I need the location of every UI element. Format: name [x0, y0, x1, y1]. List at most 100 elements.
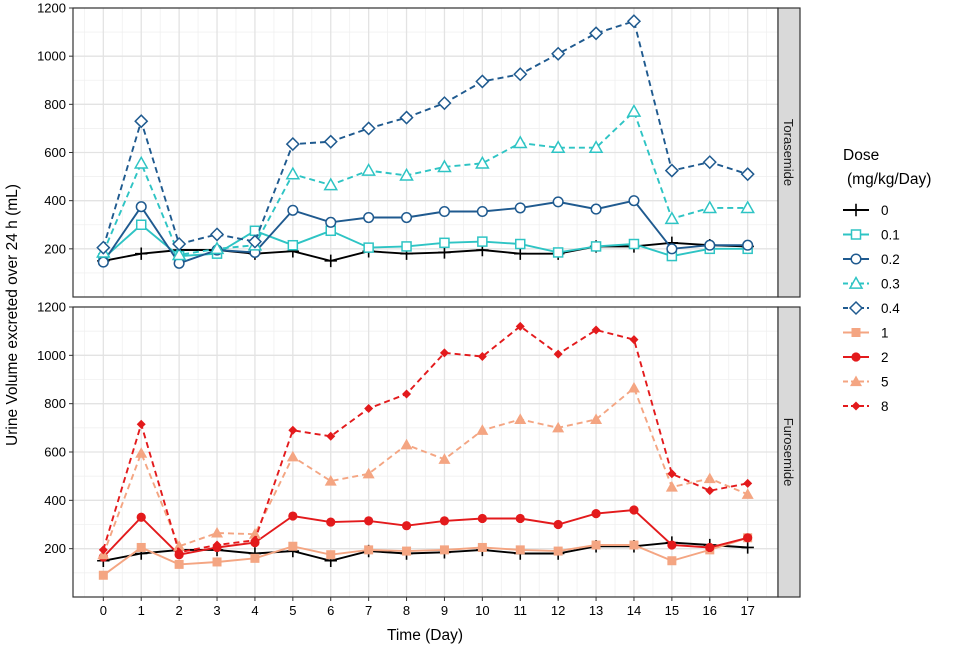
data-point	[98, 570, 108, 580]
x-tick-label: 12	[551, 603, 565, 618]
data-point	[740, 167, 755, 182]
data-point	[702, 155, 717, 170]
data-point	[629, 540, 639, 550]
legend-entry-0.2: 0.2	[843, 252, 900, 267]
data-point	[590, 413, 603, 424]
data-point	[136, 542, 146, 552]
data-point	[704, 239, 716, 251]
data-point	[323, 177, 339, 191]
data-point	[667, 469, 677, 479]
data-point	[553, 546, 563, 556]
legend-marker	[851, 401, 861, 411]
facet-strip-label: Furosemide	[781, 418, 796, 487]
series-line	[102, 325, 748, 554]
data-point	[591, 325, 601, 335]
x-tick-label: 5	[289, 603, 296, 618]
legend-label: 0.2	[881, 252, 900, 267]
data-point	[135, 219, 147, 230]
legend-marker	[851, 352, 861, 362]
data-point	[476, 205, 488, 218]
data-point	[514, 202, 526, 214]
legend-entry-0.1: 0.1	[843, 228, 900, 243]
data-point	[285, 166, 301, 180]
data-point	[439, 545, 449, 555]
panel-torasemide: 200 400 600 800 1000 1200 Torasemide	[37, 1, 801, 298]
data-point	[172, 236, 187, 252]
data-point	[136, 512, 146, 522]
facet-strip	[777, 7, 801, 298]
legend: 0 0.1 0.2 0.3 0.4 1 2 5 8	[843, 203, 900, 414]
data-point	[174, 547, 184, 557]
data-point	[743, 478, 753, 488]
data-point	[552, 421, 565, 433]
data-point	[664, 163, 679, 178]
data-point	[363, 211, 375, 224]
data-point	[288, 511, 298, 521]
data-point	[705, 486, 715, 496]
data-point	[741, 541, 754, 554]
data-point	[439, 237, 450, 249]
y-tick-label: 800	[44, 97, 66, 112]
legend-marker	[851, 328, 861, 337]
y-tick-label: 200	[44, 541, 66, 556]
data-point	[362, 467, 375, 479]
legend-marker	[848, 300, 864, 316]
data-point	[477, 236, 488, 247]
data-point	[477, 352, 487, 362]
series-dose-0.3	[96, 104, 755, 261]
y-tick-label: 800	[44, 396, 66, 411]
data-point	[475, 74, 490, 89]
facet-strip-label: Torasemide	[781, 119, 796, 186]
legend-label: 0.1	[881, 228, 900, 243]
series-dose-8	[98, 321, 753, 557]
data-point	[288, 425, 298, 435]
legend-entry-0: 0	[843, 203, 889, 218]
data-point	[401, 241, 412, 252]
x-tick-label: 8	[403, 603, 410, 618]
data-point	[590, 203, 602, 215]
y-tick-label: 1200	[37, 1, 66, 16]
data-point	[665, 481, 678, 492]
data-point	[437, 159, 452, 173]
data-point	[477, 513, 487, 524]
legend-entry-1: 1	[843, 326, 889, 341]
data-point	[209, 227, 225, 242]
data-point	[247, 234, 262, 249]
data-point	[553, 349, 563, 359]
data-point	[740, 200, 755, 214]
data-point	[364, 404, 374, 413]
series-line	[102, 386, 749, 556]
legend-entry-0.3: 0.3	[843, 275, 900, 292]
data-point	[133, 155, 149, 169]
data-point	[361, 163, 376, 176]
data-point	[248, 528, 261, 539]
series-line	[102, 199, 748, 265]
data-point	[438, 246, 451, 259]
data-point	[515, 238, 526, 250]
data-point	[743, 533, 753, 543]
data-point	[171, 247, 187, 261]
data-point	[438, 453, 451, 464]
data-point	[628, 238, 640, 250]
series-line	[102, 509, 748, 558]
data-point	[363, 242, 374, 253]
legend-marker	[849, 203, 863, 217]
x-tick-label: 3	[213, 603, 220, 618]
legend-marker	[848, 275, 864, 289]
legend-subtitle: (mg/kg/Day)	[847, 171, 931, 188]
legend-label: 0.3	[881, 277, 900, 292]
data-point	[626, 104, 642, 117]
data-point	[323, 134, 338, 149]
legend-entry-2: 2	[843, 350, 889, 365]
legend-entry-5: 5	[843, 375, 889, 390]
legend-label: 0	[881, 203, 889, 218]
x-axis-title: Time (Day)	[387, 627, 463, 644]
series-line	[103, 541, 748, 562]
data-point	[324, 254, 337, 268]
y-tick-label: 600	[44, 445, 66, 460]
data-point	[705, 542, 715, 553]
data-point	[287, 204, 299, 216]
data-point	[667, 540, 677, 550]
data-point	[591, 540, 601, 550]
